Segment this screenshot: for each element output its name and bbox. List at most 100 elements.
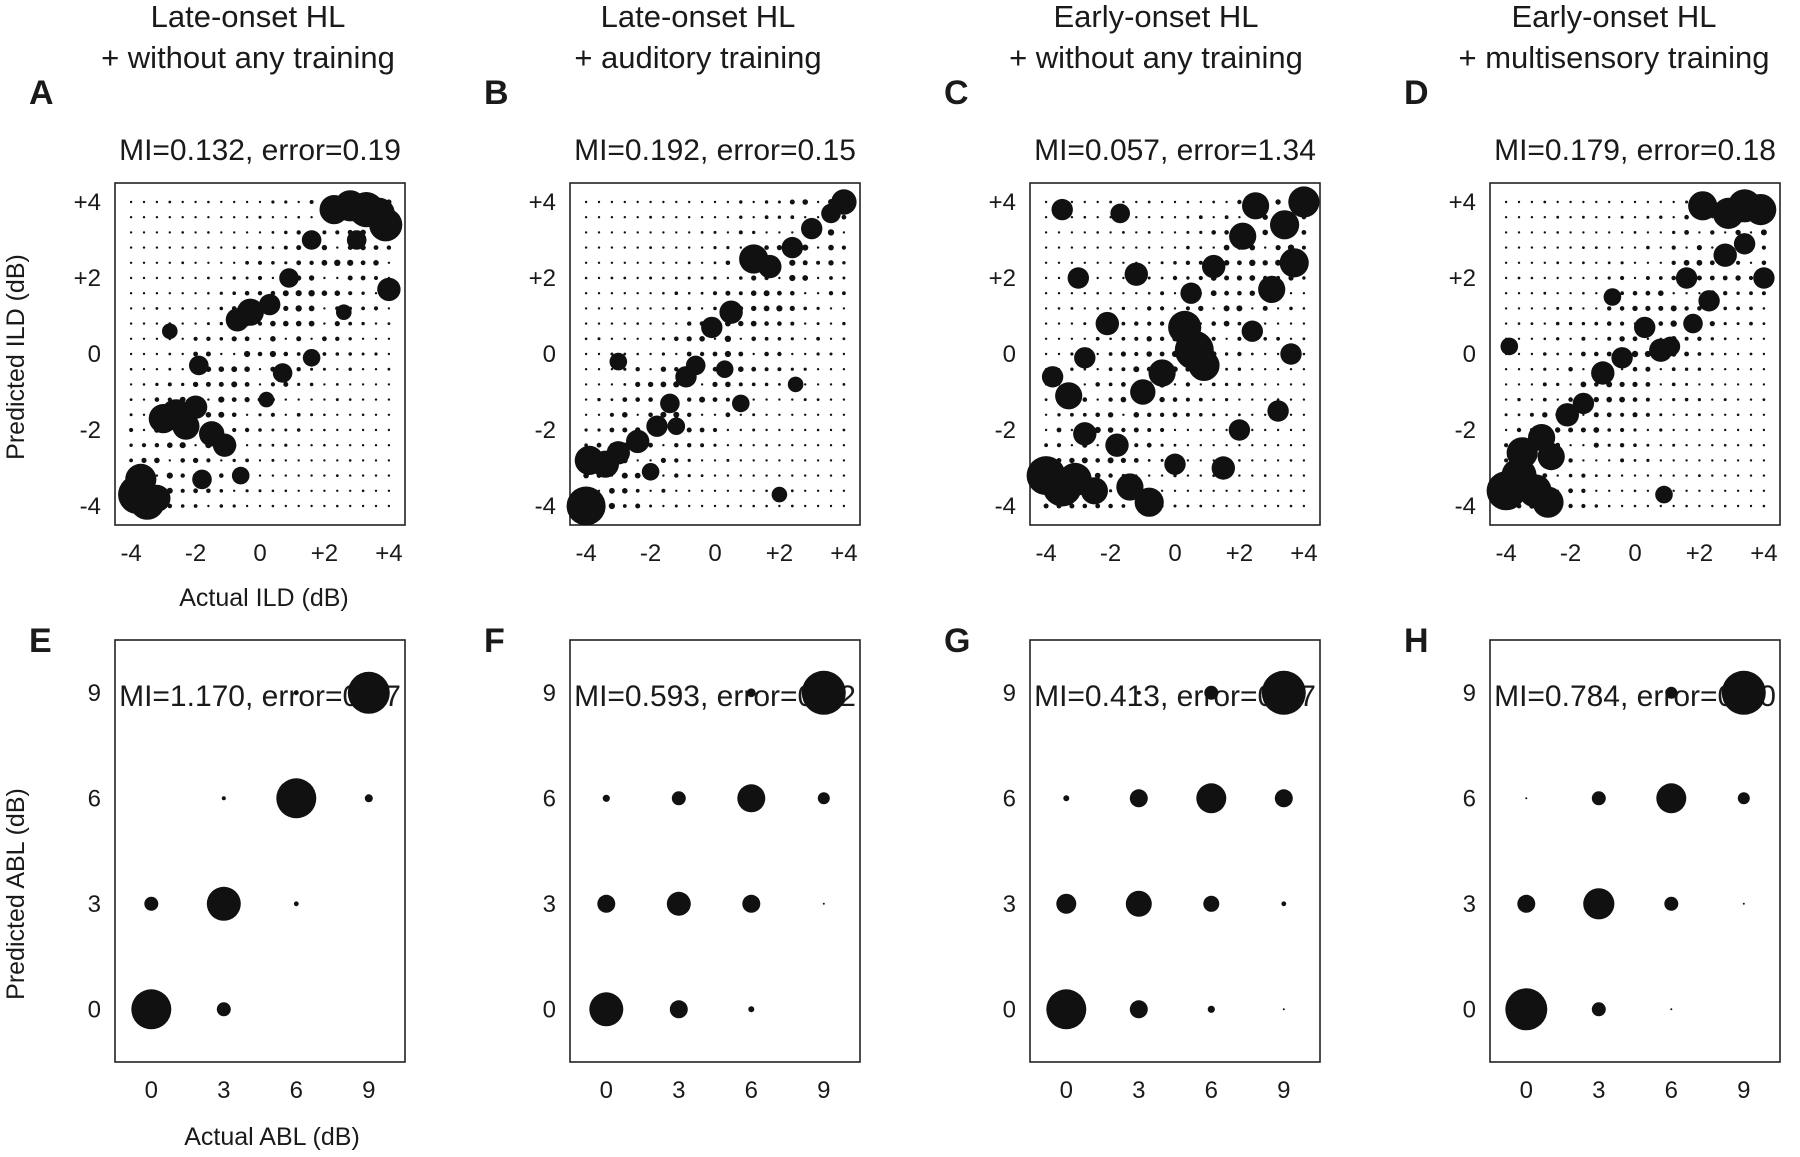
- panel-b-bubble: [636, 246, 639, 249]
- panel-c-bubble: [1276, 459, 1280, 462]
- panel-c-title: MI=0.057, error=1.34: [1034, 134, 1316, 167]
- panel-c-bubble: [1238, 216, 1241, 219]
- panel-d-bubble: [1556, 474, 1559, 477]
- panel-d-bubble: [1608, 489, 1611, 492]
- panel-a-bubble: [310, 459, 313, 462]
- panel-b-bubble: [804, 292, 807, 295]
- panel-d-bubble: [1632, 397, 1638, 402]
- panel-a-bubble: [141, 443, 147, 448]
- panel-a-bubble: [387, 459, 391, 462]
- panel-d-bubble: [1672, 443, 1676, 447]
- panel-c-bubble: [1095, 336, 1100, 341]
- panel-b-bubble: [662, 216, 665, 219]
- panel-c-bubble: [1264, 459, 1267, 462]
- panel-b-bubble: [719, 300, 743, 324]
- panel-d-bubble: [1645, 305, 1651, 311]
- panel-b-x-tick-label: 0: [708, 540, 721, 567]
- panel-d-x-tick-label: +2: [1686, 540, 1713, 567]
- panel-b-bubble: [790, 367, 794, 371]
- panel-d-x-tick-label: 0: [1628, 540, 1641, 567]
- panel-a-bubble: [323, 504, 326, 508]
- panel-c-bubble: [1302, 504, 1306, 508]
- panel-c-bubble: [1276, 398, 1280, 401]
- panel-c-plot-frame: [1029, 182, 1321, 526]
- panel-c-x-tick-label: 0: [1168, 540, 1181, 567]
- panel-b-bubble: [790, 321, 795, 326]
- panel-a-bubble: [270, 412, 275, 417]
- panel-c-bubble: [1236, 275, 1242, 281]
- panel-d-bubble: [1529, 412, 1534, 417]
- panel-a-bubble: [258, 368, 262, 371]
- panel-c-bubble: [1121, 336, 1126, 341]
- panel-d-bubble: [1603, 288, 1622, 306]
- panel-c-bubble: [1237, 260, 1242, 266]
- panel-d-bubble: [1543, 216, 1547, 219]
- panel-c-bubble: [1148, 474, 1151, 477]
- panel-d-bubble: [1711, 489, 1714, 492]
- panel-a-bubble: [336, 444, 339, 447]
- panel-a-bubble: [245, 489, 249, 493]
- panel-b-bubble: [687, 261, 691, 265]
- panel-d-bubble: [1517, 216, 1521, 219]
- panel-b-bubble: [829, 383, 833, 386]
- panel-d-bubble: [1537, 443, 1565, 471]
- panel-d-bubble: [1556, 306, 1560, 310]
- panel-d-bubble: [1582, 215, 1585, 219]
- panel-c-bubble: [1082, 503, 1088, 509]
- panel-d-bubble: [1517, 307, 1521, 310]
- panel-b-bubble: [816, 504, 820, 508]
- panel-b-bubble: [738, 351, 744, 357]
- panel-c-bubble: [1302, 383, 1306, 386]
- panel-a-bubble: [387, 413, 391, 416]
- panel-g-bubbles: [1046, 670, 1306, 1030]
- panel-c-bubble: [1238, 413, 1241, 417]
- panel-c-bubble: [1096, 444, 1099, 447]
- panel-b-bubble: [829, 368, 833, 371]
- panel-c-bubble: [1302, 276, 1306, 280]
- panel-a-bubble: [322, 230, 327, 235]
- panel-b-bubble: [827, 229, 835, 236]
- panel-b-bubble: [635, 503, 641, 509]
- panel-a-bubble: [142, 428, 146, 432]
- panel-a-bubble: [323, 474, 326, 477]
- panel-d-bubble: [1581, 473, 1586, 478]
- panel-c-bubble: [1302, 292, 1306, 295]
- panel-d-bubble: [1645, 412, 1650, 417]
- panel-d-bubble: [1530, 337, 1534, 340]
- panel-b-bubble: [752, 459, 755, 462]
- panel-c-bubble: [1044, 216, 1048, 219]
- panel-c-bubble: [1186, 459, 1190, 462]
- panel-d-bubble: [1736, 291, 1740, 295]
- panel-d-bubble: [1542, 382, 1547, 387]
- panel-d-bubble: [1532, 486, 1564, 518]
- panel-a-bubble: [373, 306, 379, 311]
- panel-a-bubble: [181, 368, 184, 371]
- column-title-c-line1: Early-onset HL: [1053, 0, 1258, 34]
- panel-d-bubble: [1749, 291, 1753, 296]
- panel-c-bubble: [1159, 412, 1165, 417]
- panel-c-bubble: [1133, 412, 1140, 418]
- panel-a-bubble: [258, 443, 262, 447]
- panel-b-bubble: [649, 200, 652, 204]
- panel-h-bubble: [1656, 783, 1687, 814]
- panel-c-bubble: [1133, 458, 1139, 463]
- panel-e-bubble: [221, 796, 226, 801]
- panel-b-bubble: [610, 231, 614, 234]
- panel-b-bubble: [752, 444, 755, 447]
- panel-b-bubble: [804, 413, 807, 416]
- panel-d-bubble: [1569, 231, 1572, 234]
- panel-a-bubble: [348, 352, 353, 356]
- panel-b-bubble: [804, 474, 807, 477]
- panel-d-bubble: [1659, 368, 1663, 371]
- panel-c-bubble: [1121, 382, 1126, 387]
- panel-g-bubble: [1196, 783, 1227, 814]
- panel-b-bubble: [777, 290, 782, 296]
- panel-b-bubble: [842, 291, 846, 296]
- panel-d-bubble: [1569, 337, 1572, 340]
- panel-d-bubble: [1504, 458, 1509, 463]
- panel-b-bubble: [662, 246, 665, 249]
- panel-c-bubble: [1044, 261, 1048, 264]
- panel-b-bubble: [765, 489, 768, 493]
- panel-a-bubble: [189, 355, 209, 376]
- panel-d-bubble: [1685, 504, 1688, 508]
